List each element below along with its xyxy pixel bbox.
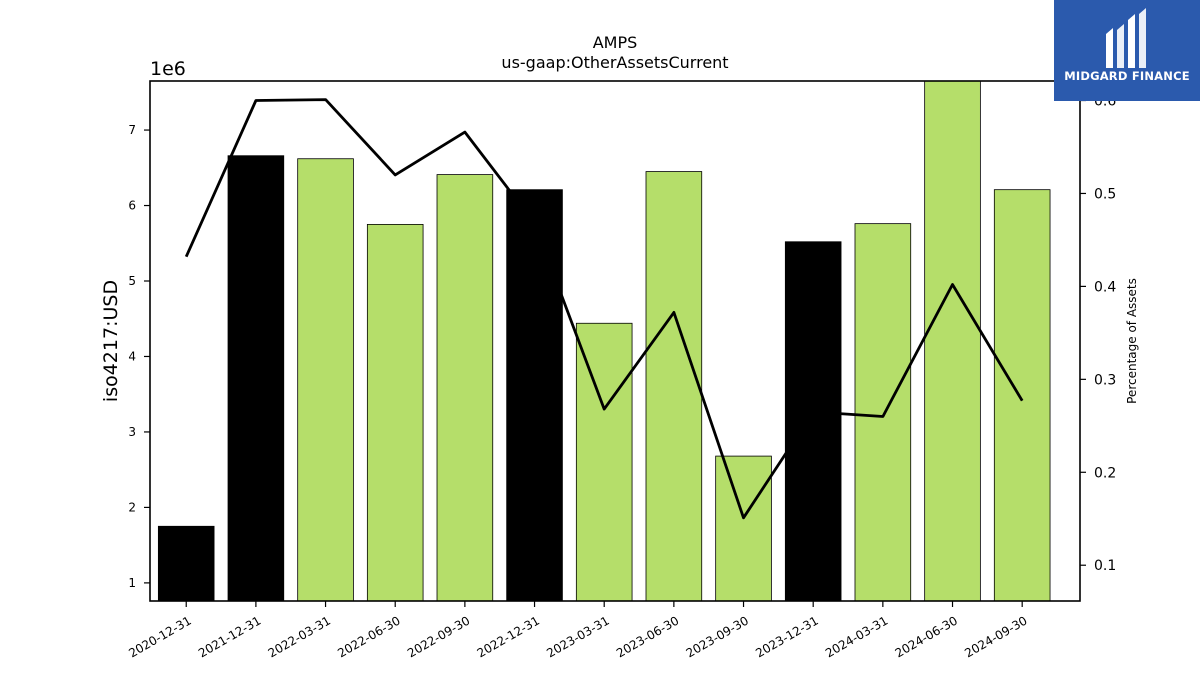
x-tick-label: 2022-03-31: [266, 613, 333, 660]
chart-subtitle: us-gaap:OtherAssetsCurrent: [501, 53, 728, 72]
x-tick-label: 2022-12-31: [475, 613, 542, 660]
chart-title: AMPS: [593, 33, 638, 52]
x-tick-label: 2023-09-30: [684, 613, 751, 660]
x-tick-label: 2023-06-30: [614, 613, 681, 660]
bar-2024-09-30: [993, 189, 1051, 602]
y-tick-label: 2: [128, 500, 136, 514]
x-tick-label: 2024-06-30: [893, 613, 960, 660]
y2-tick-label: 0.3: [1094, 372, 1116, 388]
line-series: [184, 98, 1024, 520]
bar-2022-03-31: [297, 158, 354, 602]
bar-2024-03-31: [854, 223, 912, 602]
y2-tick-label: 0.5: [1094, 186, 1116, 202]
bar-2022-06-30: [366, 223, 424, 602]
x-tick-label: 2024-03-31: [823, 613, 890, 660]
bar-2023-06-30: [645, 171, 703, 602]
x-tick-label: 2020-12-31: [126, 613, 193, 660]
y2-tick-label: 0.4: [1094, 279, 1116, 295]
y-tick-label: 6: [128, 199, 136, 213]
bar-2020-12-31: [157, 525, 215, 602]
y-tick-label: 1: [128, 576, 136, 590]
bar-2022-09-30: [436, 174, 494, 602]
y-tick-label: 4: [128, 349, 136, 363]
bar-2022-12-31: [506, 189, 563, 602]
x-tick-label: 2024-09-30: [962, 613, 1029, 660]
plot-frame: [149, 80, 1081, 602]
y-axis-label: iso4217:USD: [100, 280, 122, 402]
brand-logo: MIDGARD FINANCE: [1054, 0, 1200, 101]
y-offset-label: 1e6: [150, 58, 186, 80]
y2-tick-label: 0.1: [1094, 558, 1116, 574]
bar-2023-12-31: [784, 241, 842, 602]
y-tick-label: 5: [128, 274, 136, 288]
x-tick-label: 2021-12-31: [196, 613, 263, 660]
x-tick-label: 2023-12-31: [753, 613, 820, 660]
y2-axis-label: Percentage of Assets: [1125, 278, 1139, 404]
y2-tick-label: 0.2: [1094, 465, 1116, 481]
y-tick-label: 7: [128, 123, 136, 137]
line-group: [184, 98, 1024, 520]
bar-2024-06-30: [924, 80, 981, 602]
logo-text: MIDGARD FINANCE: [1064, 69, 1190, 83]
logo-mark-icon: [1106, 8, 1146, 68]
bar-2023-09-30: [715, 455, 772, 602]
bar-2021-12-31: [227, 155, 285, 602]
y-tick-label: 3: [128, 425, 136, 439]
bar-group: [157, 80, 1051, 602]
x-tick-label: 2022-06-30: [335, 613, 402, 660]
bar-2023-03-31: [575, 322, 633, 602]
x-tick-label: 2023-03-31: [544, 613, 611, 660]
x-tick-label: 2022-09-30: [405, 613, 472, 660]
